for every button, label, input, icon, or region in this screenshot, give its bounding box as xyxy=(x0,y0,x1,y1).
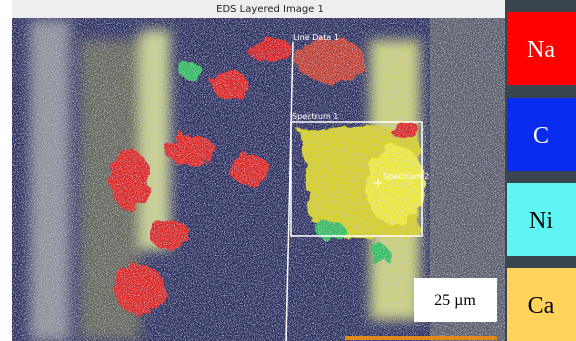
screen: EDS Layered Image 1 Line D xyxy=(0,0,576,341)
spectrum-1-label: Spectrum 1 xyxy=(292,112,338,121)
legend-label: Ni xyxy=(529,208,553,234)
image-title: EDS Layered Image 1 xyxy=(216,4,324,15)
spectrum-2-label: Spectrum 2 xyxy=(383,172,429,181)
legend-label: Ca xyxy=(528,293,555,319)
legend-label: C xyxy=(533,123,549,149)
scale-bar xyxy=(345,336,497,340)
legend-label: Na xyxy=(527,37,555,63)
scale-label: 25 µm xyxy=(434,292,476,309)
line-label: Line Data 1 xyxy=(293,33,339,42)
